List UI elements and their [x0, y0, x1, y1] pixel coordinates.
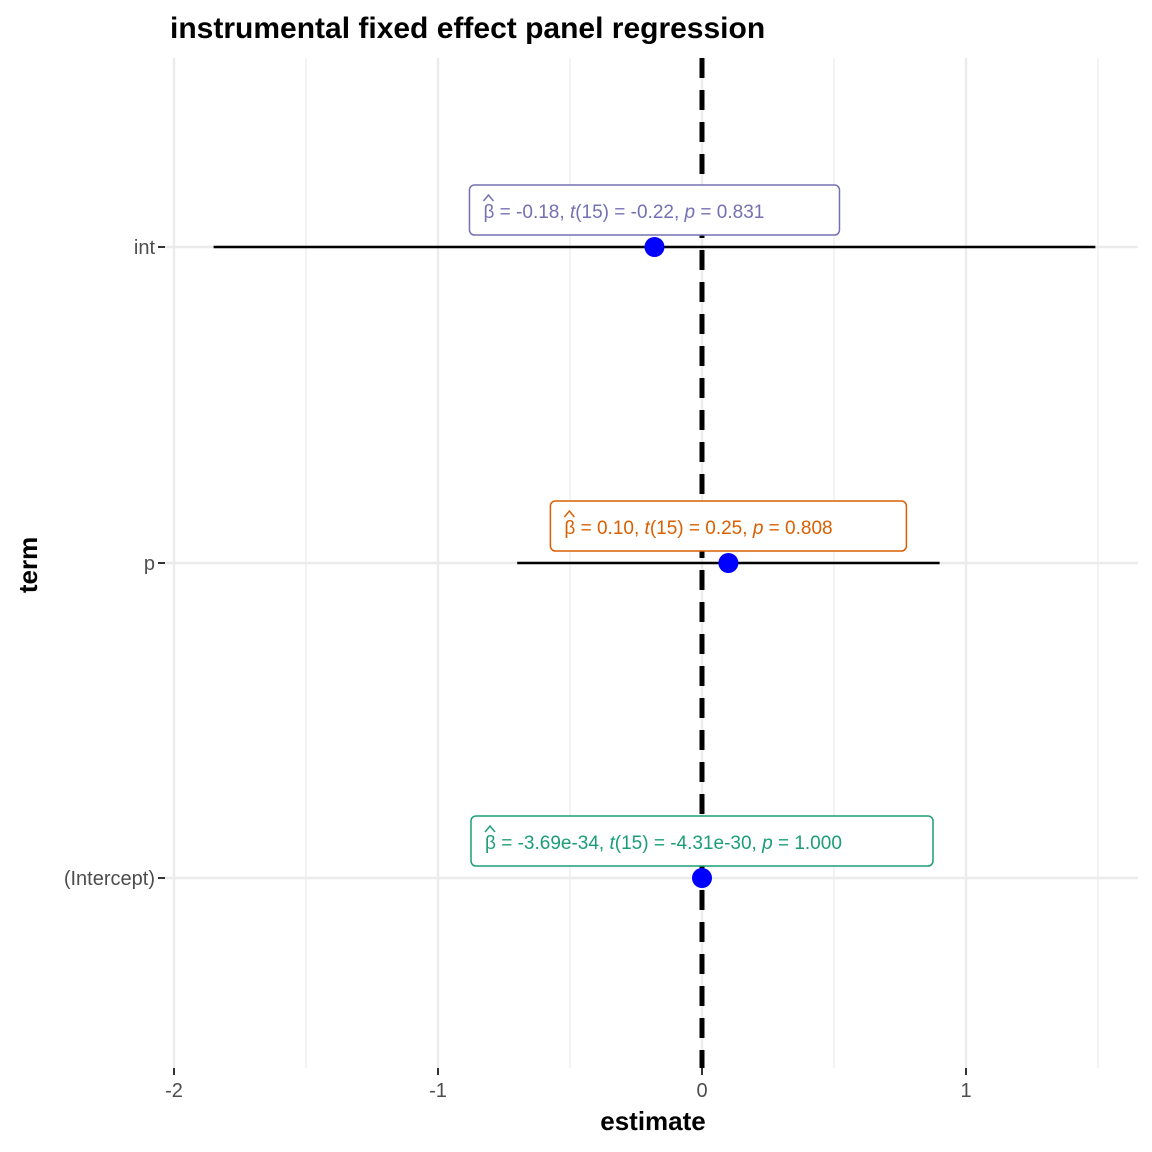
- stat-label-part: p: [761, 833, 773, 854]
- stat-label: β = -0.18, t(15) = -0.22, p = 0.831: [468, 184, 841, 236]
- stat-label-part: β: [483, 202, 494, 223]
- stat-label-part: t: [609, 833, 615, 854]
- stat-label-part: = 0.831: [695, 202, 764, 223]
- y-tick-label: int: [134, 237, 156, 259]
- x-tick-label: -1: [429, 1080, 447, 1102]
- y-axis-title: term: [13, 537, 43, 593]
- stat-label-part: t: [645, 518, 651, 539]
- stat-label-part: (15): [575, 202, 609, 223]
- stat-label-box: [549, 500, 908, 552]
- beta-hat-mark: [484, 824, 496, 833]
- stat-label-text: β = -3.69e-34, t(15) = -4.31e-30, p = 1.…: [485, 833, 842, 854]
- stat-label-part: p: [684, 202, 696, 223]
- stat-label: β = -3.69e-34, t(15) = -4.31e-30, p = 1.…: [470, 815, 934, 867]
- stat-label-part: = 0.808: [763, 518, 832, 539]
- beta-hat-mark: [482, 193, 495, 202]
- stat-label-part: (15): [650, 518, 684, 539]
- beta-hat-mark: [563, 509, 575, 518]
- x-axis-title: estimate: [600, 1106, 706, 1136]
- chart-title: instrumental fixed effect panel regressi…: [170, 12, 765, 45]
- stat-label-part: = 0.25,: [684, 518, 753, 539]
- stat-label-part: = -4.31e-30,: [649, 833, 763, 854]
- stat-label-part: p: [752, 518, 764, 539]
- stat-label-part: = -0.22,: [609, 202, 685, 223]
- stat-label-part: β: [485, 833, 496, 854]
- x-tick-label: 0: [696, 1080, 707, 1102]
- estimate-point: [692, 868, 712, 888]
- estimate-point: [718, 553, 739, 573]
- axis-ticks: -2 -1 0 1 int p (Intercept): [64, 237, 972, 1102]
- stat-label-text: β = 0.10, t(15) = 0.25, p = 0.808: [564, 518, 832, 539]
- estimate-point: [644, 237, 665, 257]
- stat-label: β = 0.10, t(15) = 0.25, p = 0.808: [549, 500, 908, 552]
- x-tick-label: -2: [165, 1080, 183, 1102]
- stat-label-text: β = -0.18, t(15) = -0.22, p = 0.831: [483, 202, 764, 223]
- y-tick-label: (Intercept): [64, 868, 155, 890]
- stat-label-part: = -3.69e-34,: [496, 833, 610, 854]
- stat-label-part: = -0.18,: [494, 202, 570, 223]
- stat-label-box: [468, 184, 841, 236]
- stat-label-part: β: [564, 518, 575, 539]
- stat-label-box: [470, 815, 934, 867]
- stat-label-part: t: [570, 202, 576, 223]
- x-tick-label: 1: [960, 1080, 971, 1102]
- stat-label-part: = 0.10,: [575, 518, 644, 539]
- stat-label-part: (15): [615, 833, 649, 854]
- y-tick-label: p: [144, 553, 155, 575]
- stat-label-part: = 1.000: [773, 833, 842, 854]
